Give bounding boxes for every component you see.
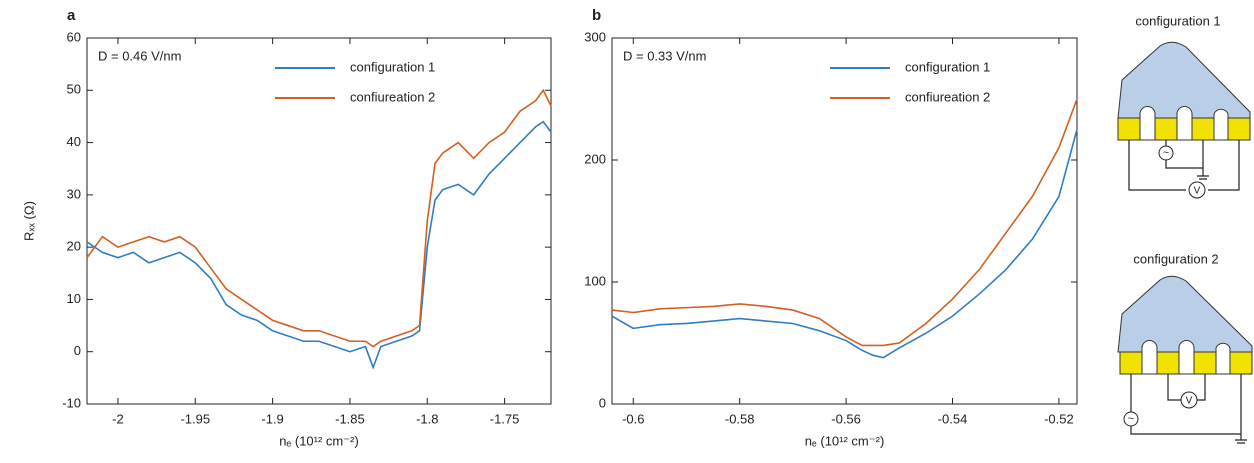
contacts bbox=[1119, 351, 1253, 375]
x-tick-label: -0.54 bbox=[938, 411, 968, 426]
diagram-title: configuration 1 bbox=[1135, 13, 1220, 28]
y-tick-label: 0 bbox=[74, 343, 81, 358]
y-tick-label: 0 bbox=[599, 395, 606, 410]
data-line bbox=[611, 129, 1078, 359]
meter-label: V bbox=[1194, 186, 1201, 197]
x-tick-label: -1.85 bbox=[335, 411, 365, 426]
annotation: D = 0.33 V/nm bbox=[623, 48, 706, 63]
gaps bbox=[1141, 340, 1231, 375]
plot-frame bbox=[86, 37, 552, 405]
meter-label: V bbox=[1186, 396, 1193, 407]
diagram-title: configuration 2 bbox=[1133, 251, 1218, 266]
data-line bbox=[611, 98, 1078, 347]
x-tick-label: -0.52 bbox=[1044, 411, 1074, 426]
diagram-2: configuration 2 ~ V bbox=[1117, 251, 1253, 444]
meter bbox=[1180, 391, 1198, 409]
y-tick-label: 200 bbox=[584, 151, 606, 166]
panel-label: a bbox=[67, 7, 76, 24]
y-tick-label: 300 bbox=[584, 29, 606, 44]
x-tick-label: -0.6 bbox=[622, 411, 644, 426]
legend-label: configuration 1 bbox=[905, 59, 990, 74]
y-tick-label: 30 bbox=[67, 186, 81, 201]
meter bbox=[1188, 181, 1206, 199]
x-tick-label: -1.75 bbox=[490, 411, 520, 426]
x-tick-label: -0.58 bbox=[725, 411, 755, 426]
data-line bbox=[86, 120, 552, 370]
y-tick-label: 100 bbox=[584, 273, 606, 288]
y-tick-label: -10 bbox=[62, 395, 81, 410]
legend-label: confiureation 2 bbox=[905, 89, 990, 104]
y-axis-label: Rₓₓ (Ω) bbox=[21, 201, 36, 241]
source bbox=[1158, 145, 1174, 161]
data-line bbox=[86, 88, 552, 348]
legend-label: confiureation 2 bbox=[350, 89, 435, 104]
legend-label: configuration 1 bbox=[350, 59, 435, 74]
x-axis-label: nₑ (10¹² cm⁻²) bbox=[805, 433, 885, 448]
x-axis-label: nₑ (10¹² cm⁻²) bbox=[279, 433, 359, 448]
x-tick-label: -1.8 bbox=[416, 411, 438, 426]
source bbox=[1123, 411, 1139, 427]
diagram-1: configuration 1 ~ V bbox=[1117, 13, 1251, 199]
y-tick-label: 50 bbox=[67, 82, 81, 97]
x-tick-label: -2 bbox=[112, 411, 124, 426]
panel-label: b bbox=[592, 7, 601, 24]
plot-frame bbox=[611, 37, 1078, 405]
sample bbox=[1117, 275, 1253, 353]
circuit bbox=[1130, 374, 1247, 444]
annotation: D = 0.46 V/nm bbox=[98, 48, 181, 63]
source-label: ~ bbox=[1163, 147, 1169, 159]
y-tick-label: 10 bbox=[67, 291, 81, 306]
x-tick-label: -1.9 bbox=[261, 411, 283, 426]
y-tick-label: 40 bbox=[67, 134, 81, 149]
gaps bbox=[1139, 106, 1229, 141]
y-tick-label: 60 bbox=[67, 29, 81, 44]
source-label: ~ bbox=[1128, 413, 1134, 425]
circuit bbox=[1128, 140, 1240, 191]
y-tick-label: 20 bbox=[67, 239, 81, 254]
sample bbox=[1117, 41, 1251, 119]
x-tick-label: -0.56 bbox=[831, 411, 861, 426]
x-tick-label: -1.95 bbox=[180, 411, 210, 426]
